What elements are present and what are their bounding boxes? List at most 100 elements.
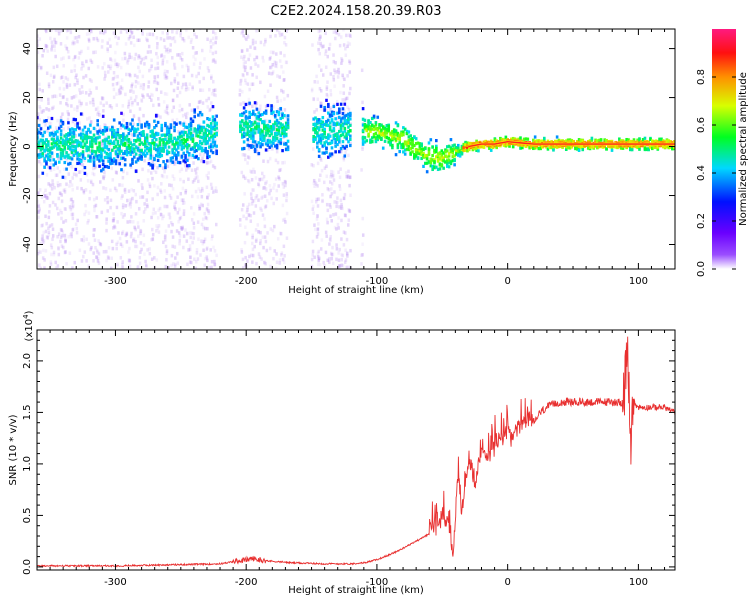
spectrogram-cell — [43, 119, 46, 123]
spectrogram-cell — [643, 147, 647, 151]
spectrogram-speckle — [275, 260, 279, 265]
spectrogram-speckle — [80, 186, 83, 191]
spectrogram-cell — [396, 134, 400, 139]
spectrogram-cell — [502, 143, 506, 147]
spectrogram-cell — [422, 164, 425, 168]
spectrogram-cell — [187, 144, 191, 148]
spectrogram-cell — [78, 161, 81, 165]
spectrogram-speckle — [251, 73, 254, 77]
spectrogram-cell — [89, 140, 92, 144]
spectrogram-speckle — [334, 60, 337, 65]
spectrogram-cell — [79, 134, 83, 138]
spectrogram-cell — [460, 144, 464, 149]
spectrogram-speckle — [178, 169, 182, 174]
spectrogram-cell — [134, 128, 138, 132]
spectrogram-speckle — [140, 99, 144, 103]
spectrogram-cell — [418, 149, 422, 153]
spectrogram-cell — [169, 125, 173, 130]
spectrogram-cell — [72, 135, 76, 139]
spectrogram-cell — [605, 147, 608, 151]
spectrogram-cell — [52, 163, 56, 167]
spectrogram-cell — [171, 149, 175, 153]
spectrogram-cell — [261, 119, 264, 124]
spectrogram-speckle — [254, 176, 258, 180]
spectrogram-speckle — [102, 176, 105, 181]
spectrogram-speckle — [129, 73, 132, 78]
spectrogram-speckle — [211, 141, 215, 146]
spectrogram-cell — [625, 137, 628, 142]
spectrogram-cell — [272, 141, 275, 145]
spectrogram-speckle — [263, 224, 267, 229]
spectrogram-cell — [112, 159, 116, 163]
spectrogram-cell — [447, 158, 451, 162]
spectrogram-speckle — [198, 114, 202, 118]
spectrogram-speckle — [197, 237, 200, 241]
spectrogram-speckle — [269, 55, 272, 60]
spectrogram-speckle — [266, 119, 269, 123]
spectrogram-speckle — [100, 97, 104, 101]
spectrogram-cell — [433, 160, 436, 164]
spectrogram-cell — [462, 142, 466, 147]
spectrogram-speckle — [269, 65, 272, 70]
spectrogram-speckle — [155, 23, 158, 27]
spectrogram-cell — [140, 133, 143, 137]
spectrogram-cell — [133, 147, 136, 151]
spectrogram-speckle — [55, 64, 59, 69]
spectrogram-cell — [466, 143, 469, 147]
spectrogram-cell — [444, 148, 447, 152]
spectrogram-cell — [186, 125, 189, 130]
spectrogram-cell — [649, 137, 652, 141]
spectrogram-speckle — [121, 203, 125, 207]
spectrogram-speckle — [146, 204, 149, 209]
spectrogram-speckle — [321, 73, 325, 77]
spectrogram-cell — [215, 144, 218, 148]
spectrogram-speckle — [52, 75, 56, 80]
spectrogram-speckle — [97, 261, 101, 265]
spectrogram-speckle — [184, 190, 187, 195]
spectrogram-cell — [37, 130, 41, 134]
spectrogram-cell — [173, 145, 176, 149]
spectrogram-cell — [147, 126, 151, 130]
spectrogram-speckle — [138, 120, 141, 124]
spectrogram-cell — [266, 128, 270, 132]
spectrogram-cell — [78, 140, 81, 144]
spectrogram-cell — [111, 148, 114, 152]
spectrogram-cell — [325, 136, 328, 140]
spectrogram-speckle — [317, 222, 320, 226]
spectrogram-speckle — [138, 38, 141, 43]
spectrogram-cell — [566, 146, 570, 150]
spectrogram-cell — [264, 109, 268, 113]
spectrogram-cell — [193, 108, 197, 112]
spectrogram-cell — [469, 142, 473, 146]
spectrogram-speckle — [51, 179, 54, 183]
spectrogram-speckle — [53, 74, 56, 78]
spectrogram-cell — [264, 125, 268, 129]
spectrogram-speckle — [95, 255, 98, 260]
spectrogram-speckle — [146, 50, 150, 54]
spectrogram-cell — [92, 137, 96, 141]
spectrogram-speckle — [137, 179, 140, 183]
spectrogram-cell — [654, 145, 658, 149]
spectrogram-speckle — [198, 206, 201, 211]
spectrogram-cell — [361, 136, 365, 140]
spectrogram-speckle — [209, 159, 213, 164]
spectrogram-speckle — [95, 86, 98, 90]
spectrogram-speckle — [336, 222, 340, 227]
spectrogram-cell — [451, 151, 455, 155]
spectrogram-speckle — [75, 230, 79, 235]
spectrogram-speckle — [131, 103, 134, 107]
spectrogram-speckle — [342, 84, 345, 88]
spectrogram-cell — [414, 142, 418, 146]
spectrogram-cell — [581, 139, 585, 143]
spectrogram-cell — [195, 129, 198, 133]
spectrogram-speckle — [134, 239, 137, 244]
spectrogram-speckle — [254, 46, 257, 51]
spectrogram-speckle — [329, 106, 333, 110]
spectrogram-speckle — [206, 226, 209, 231]
spectrogram-cell — [327, 104, 330, 109]
spectrogram-cell — [239, 129, 242, 133]
spectrogram-cell — [392, 136, 396, 141]
spectrogram-cell — [420, 144, 423, 148]
spectrogram-speckle — [173, 245, 177, 249]
spectrogram-speckle — [168, 212, 171, 217]
